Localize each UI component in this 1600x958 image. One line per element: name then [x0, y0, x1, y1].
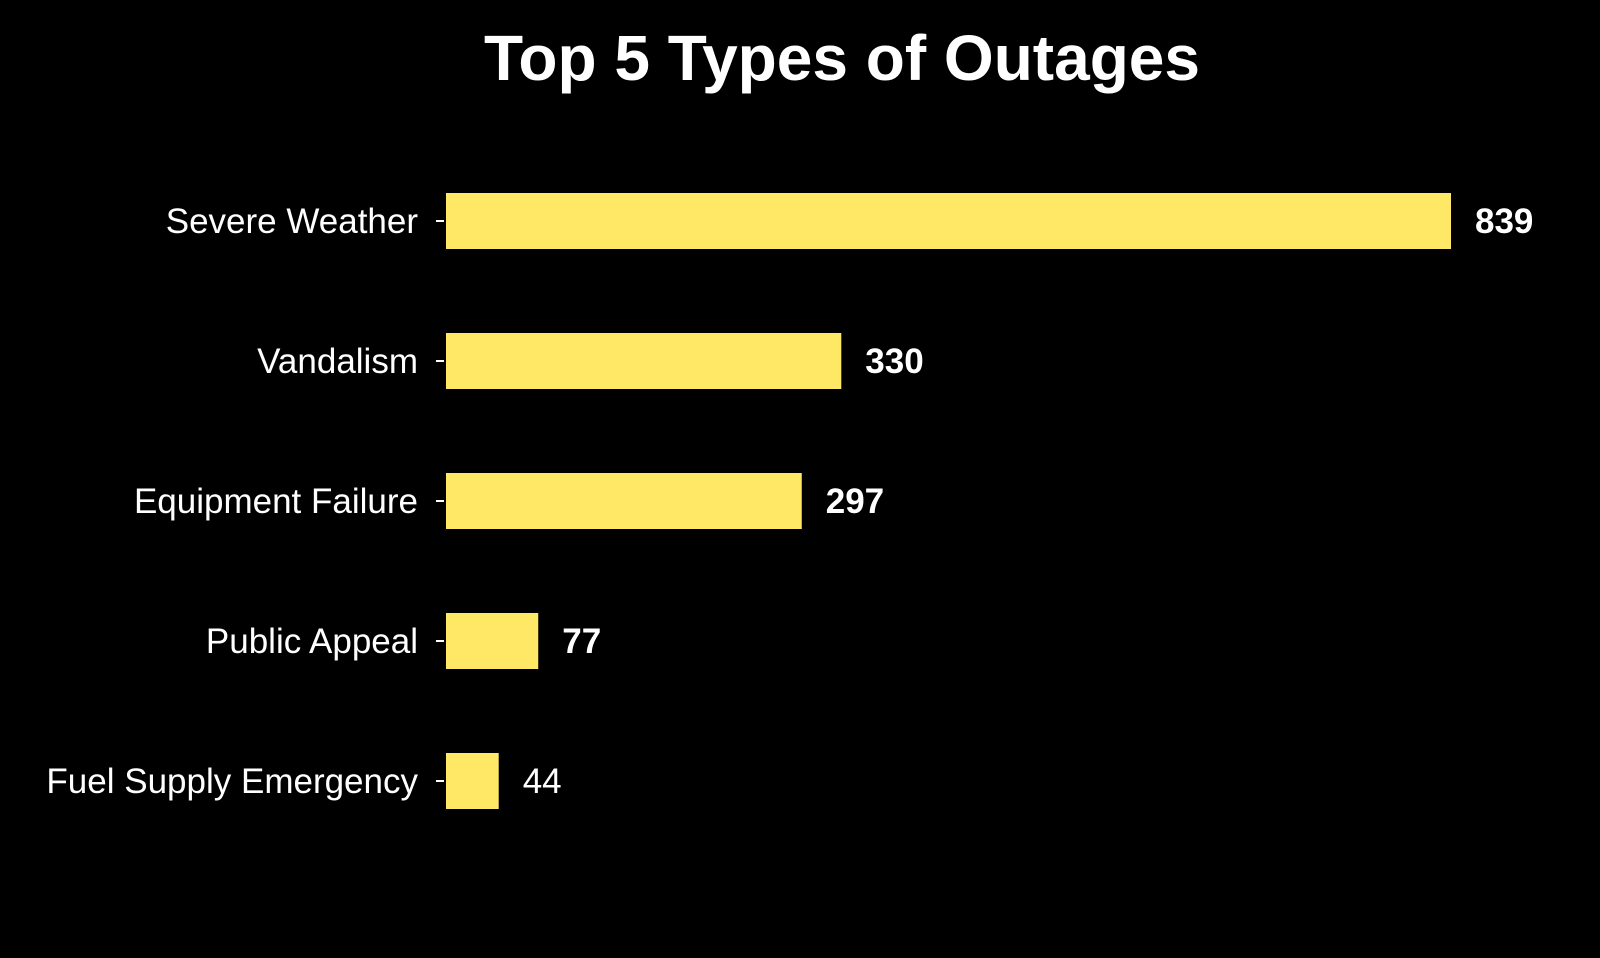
- bar: [446, 333, 842, 389]
- category-label: Public Appeal: [206, 622, 418, 661]
- bar: [446, 753, 499, 809]
- category-label: Vandalism: [257, 342, 418, 381]
- value-label: 330: [865, 342, 923, 381]
- value-label: 839: [1475, 202, 1533, 241]
- bar: [446, 193, 1451, 249]
- category-label: Fuel Supply Emergency: [46, 762, 418, 801]
- value-labels: 839 330 297 77 44: [523, 202, 1534, 801]
- bars: [446, 193, 1451, 809]
- y-axis: Severe Weather Vandalism Equipment Failure…: [46, 202, 444, 801]
- value-label: 44: [523, 762, 562, 801]
- bar: [446, 613, 539, 669]
- value-label: 77: [562, 622, 601, 661]
- bar: [446, 473, 802, 529]
- value-label: 297: [826, 482, 884, 521]
- chart-title: Top 5 Types of Outages: [484, 22, 1200, 94]
- category-label: Equipment Failure: [134, 482, 418, 521]
- category-label: Severe Weather: [166, 202, 419, 241]
